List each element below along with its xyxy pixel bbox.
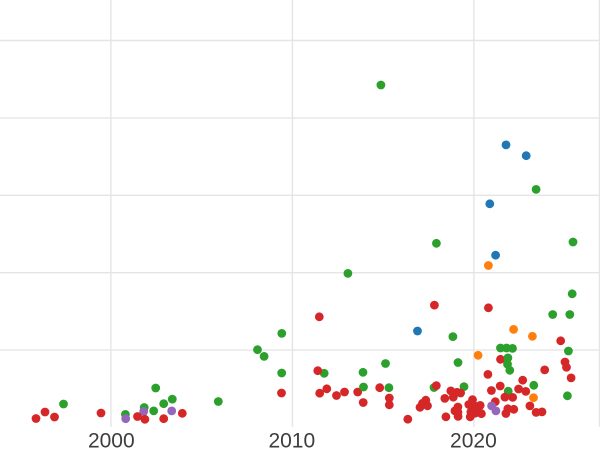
svg-text:2010: 2010	[268, 430, 315, 450]
svg-text:2000: 2000	[88, 430, 135, 450]
svg-text:2020: 2020	[450, 430, 497, 450]
